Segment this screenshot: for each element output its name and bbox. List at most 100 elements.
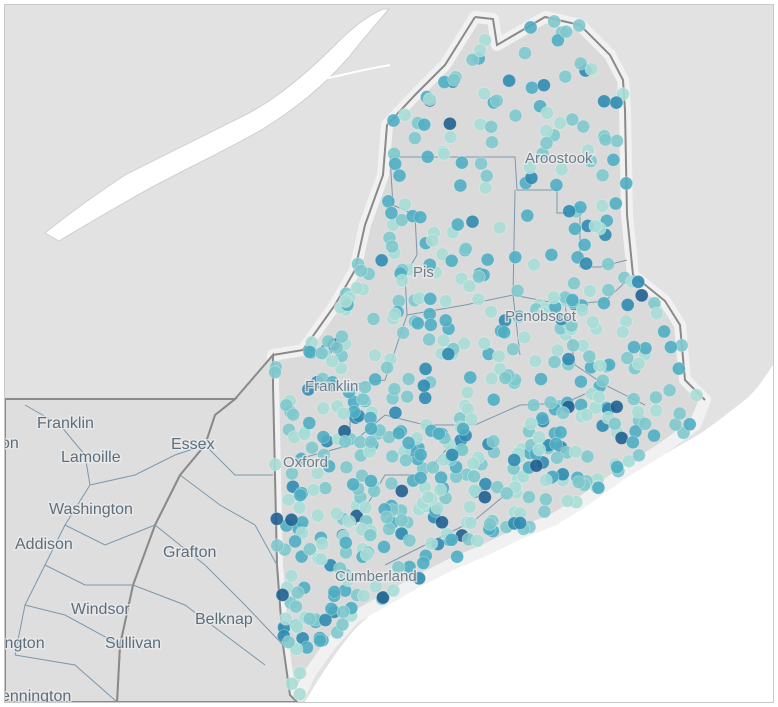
data-point-marker[interactable] [649,306,664,321]
data-point-marker[interactable] [322,459,337,474]
data-point-marker[interactable] [540,106,555,120]
data-point-marker[interactable] [398,197,412,212]
data-point-marker[interactable] [391,426,406,441]
data-point-marker[interactable] [486,392,501,407]
data-point-marker[interactable] [584,62,599,76]
data-point-marker[interactable] [294,549,309,564]
data-point-marker[interactable] [595,198,610,213]
data-point-marker[interactable] [512,309,526,324]
data-point-marker[interactable] [435,247,450,262]
data-point-marker[interactable] [467,469,482,484]
data-point-marker[interactable] [285,466,299,481]
data-point-marker[interactable] [486,434,501,449]
data-point-marker[interactable] [553,116,568,130]
data-point-marker[interactable] [292,500,307,515]
data-point-marker[interactable] [342,385,356,399]
data-point-marker[interactable] [535,411,550,426]
data-point-marker[interactable] [437,146,451,161]
data-point-marker[interactable] [364,474,378,488]
data-point-marker[interactable] [562,204,577,219]
data-point-marker[interactable] [396,325,411,340]
data-point-marker[interactable] [318,481,333,496]
data-point-marker[interactable] [551,33,565,48]
data-point-marker[interactable] [553,425,568,440]
data-point-marker[interactable] [456,421,471,436]
data-point-marker[interactable] [474,156,489,171]
data-point-marker[interactable] [438,313,453,328]
data-point-marker[interactable] [595,373,610,388]
data-point-marker[interactable] [306,482,321,497]
data-point-marker[interactable] [620,297,635,312]
data-point-marker[interactable] [410,316,425,331]
data-point-marker[interactable] [444,253,459,268]
data-point-marker[interactable] [528,354,543,369]
data-point-marker[interactable] [316,448,331,462]
data-point-marker[interactable] [447,72,462,87]
data-point-marker[interactable] [522,160,537,175]
data-point-marker[interactable] [327,585,342,599]
data-point-marker[interactable] [435,515,449,530]
data-point-marker[interactable] [537,504,552,519]
data-point-marker[interactable] [290,620,305,634]
data-point-marker[interactable] [402,533,417,548]
data-point-marker[interactable] [485,135,499,150]
data-point-marker[interactable] [346,477,361,492]
data-point-marker[interactable] [598,132,613,147]
data-point-marker[interactable] [638,416,653,431]
data-point-marker[interactable] [302,611,317,626]
data-point-marker[interactable] [336,605,351,619]
data-point-marker[interactable] [672,406,687,421]
data-point-marker[interactable] [302,416,317,430]
data-point-marker[interactable] [358,380,373,395]
data-point-marker[interactable] [689,388,704,403]
data-point-marker[interactable] [420,149,435,164]
data-point-marker[interactable] [465,52,480,67]
data-point-marker[interactable] [433,482,448,497]
data-point-marker[interactable] [284,676,299,691]
data-point-marker[interactable] [289,599,303,614]
data-point-marker[interactable] [463,516,478,530]
data-point-marker[interactable] [284,568,299,583]
data-point-marker[interactable] [401,372,416,386]
data-point-marker[interactable] [477,86,492,101]
data-point-marker[interactable] [538,473,553,488]
data-point-marker[interactable] [518,46,532,60]
data-point-marker[interactable] [416,556,431,570]
data-point-marker[interactable] [313,633,327,648]
data-point-marker[interactable] [479,168,494,183]
data-point-marker[interactable] [554,162,569,177]
data-point-marker[interactable] [368,372,383,387]
data-point-marker[interactable] [610,460,624,474]
data-point-marker[interactable] [647,428,661,443]
data-point-marker[interactable] [421,490,436,505]
data-point-marker[interactable] [532,430,547,445]
data-point-marker[interactable] [314,552,329,567]
data-point-marker[interactable] [583,283,597,298]
data-point-marker[interactable] [561,352,576,367]
data-point-marker[interactable] [571,475,586,490]
data-point-marker[interactable] [597,94,611,109]
data-point-marker[interactable] [579,408,594,422]
data-point-marker[interactable] [498,370,513,385]
data-point-marker[interactable] [554,312,569,327]
data-point-marker[interactable] [601,257,615,272]
data-point-marker[interactable] [453,178,468,193]
data-point-marker[interactable] [467,483,482,498]
data-point-marker[interactable] [517,330,532,345]
data-point-marker[interactable] [620,351,635,365]
data-point-marker[interactable] [627,340,641,355]
data-point-marker[interactable] [438,294,453,309]
data-point-marker[interactable] [305,440,319,455]
data-point-marker[interactable] [537,78,551,93]
map-viewport[interactable]: Franklin Lamoille Essex Washington Addis… [4,4,774,703]
data-point-marker[interactable] [354,263,368,278]
data-point-marker[interactable] [450,217,465,232]
data-point-marker[interactable] [444,532,459,547]
data-point-marker[interactable] [631,356,646,371]
data-point-marker[interactable] [359,547,374,562]
data-point-marker[interactable] [278,611,293,626]
data-point-marker[interactable] [550,343,565,358]
data-point-marker[interactable] [329,340,344,355]
map-canvas[interactable]: Franklin Lamoille Essex Washington Addis… [5,5,773,702]
data-point-marker[interactable] [566,338,580,353]
